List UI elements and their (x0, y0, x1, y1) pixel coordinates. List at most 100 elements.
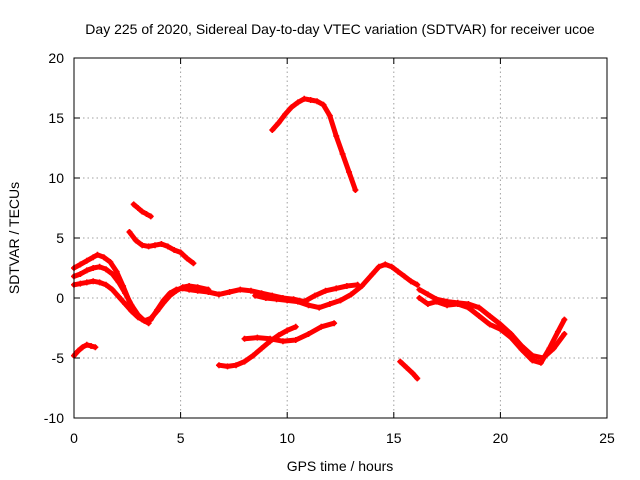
series-s9 (241, 320, 338, 345)
data-point (537, 359, 544, 366)
data-point (476, 313, 483, 319)
chart-title: Day 225 of 2020, Sidereal Day-to-day VTE… (85, 21, 595, 37)
data-point (395, 268, 402, 275)
data-point (433, 298, 440, 305)
data-point (143, 211, 150, 217)
data-point (139, 242, 146, 249)
data-point (279, 338, 286, 345)
data-point (554, 328, 561, 335)
data-point (333, 285, 340, 292)
plot-frame (73, 57, 608, 419)
data-point (90, 278, 97, 285)
data-point (326, 112, 333, 119)
data-point (282, 111, 289, 118)
data-point (262, 295, 269, 301)
data-point (416, 295, 423, 301)
series-s10 (252, 261, 421, 311)
data-point (333, 133, 340, 139)
data-point (183, 255, 190, 262)
data-point (145, 243, 152, 250)
data-point (194, 284, 201, 291)
data-point (546, 345, 553, 352)
data-point (409, 370, 416, 377)
data-point (305, 331, 312, 337)
series-line (126, 229, 196, 266)
y-tick-label: 20 (48, 50, 64, 66)
data-point (100, 254, 107, 261)
data-point (352, 187, 359, 193)
x-tick-label: 25 (599, 430, 615, 446)
data-point (375, 263, 382, 270)
data-point (403, 364, 410, 371)
series-s11 (397, 358, 421, 382)
series-s3 (71, 278, 212, 324)
data-point (465, 304, 472, 311)
data-point (414, 375, 421, 382)
data-point (307, 97, 314, 103)
data-point (190, 260, 197, 267)
x-tick-label: 15 (386, 430, 402, 446)
data-point (237, 286, 244, 293)
data-point (316, 304, 323, 311)
y-axis-label: SDTVAR / TECUs (6, 182, 22, 294)
y-tick-label: 15 (48, 110, 64, 126)
data-point (358, 283, 365, 289)
data-point (233, 362, 240, 369)
data-point (205, 286, 212, 293)
data-point (416, 286, 423, 293)
axes: 0 5 10 15 20 25 -10 -5 0 5 10 15 20 (44, 50, 615, 446)
x-tick-label: 20 (493, 430, 509, 446)
data-point (152, 242, 159, 249)
data-point (250, 352, 257, 359)
data-point (444, 302, 451, 309)
data-point (77, 280, 84, 287)
data-point (301, 95, 308, 102)
data-point (284, 297, 291, 304)
data-point (388, 263, 395, 270)
data-point (134, 314, 141, 321)
series-s7 (269, 95, 359, 193)
data-point (215, 362, 222, 369)
data-point (166, 292, 173, 299)
data-point (134, 205, 141, 211)
data-point (179, 284, 186, 291)
data-point (508, 334, 515, 341)
data-point (346, 169, 353, 175)
data-point (267, 335, 274, 342)
data-point (320, 101, 327, 108)
data-point (369, 271, 376, 277)
y-tick-label: -5 (52, 350, 65, 366)
data-point (288, 104, 295, 111)
data-point (128, 308, 135, 315)
data-point (486, 313, 493, 319)
data-point (173, 287, 180, 294)
data-point (83, 267, 90, 274)
data-point (77, 271, 84, 277)
data-point (92, 344, 99, 351)
data-point (476, 304, 483, 311)
data-point (88, 343, 95, 349)
series-s5 (126, 229, 197, 267)
y-tick-label: -10 (44, 410, 64, 426)
x-tick-label: 5 (177, 430, 185, 446)
data-point (226, 289, 233, 295)
data-point (486, 321, 493, 328)
data-point (518, 346, 525, 353)
data-point (275, 119, 282, 126)
data-point (122, 301, 129, 307)
data-point (75, 347, 82, 354)
data-point (83, 279, 90, 286)
series-line (216, 324, 299, 369)
data-point (331, 320, 338, 327)
data-point (171, 247, 178, 253)
data-point (275, 332, 282, 339)
x-tick-label: 10 (279, 430, 295, 446)
data-point (424, 291, 431, 298)
data-point (247, 287, 254, 294)
data-point (258, 345, 265, 352)
data-point (269, 127, 276, 133)
data-point (141, 317, 148, 324)
data-point (382, 261, 389, 268)
data-point (224, 363, 231, 370)
